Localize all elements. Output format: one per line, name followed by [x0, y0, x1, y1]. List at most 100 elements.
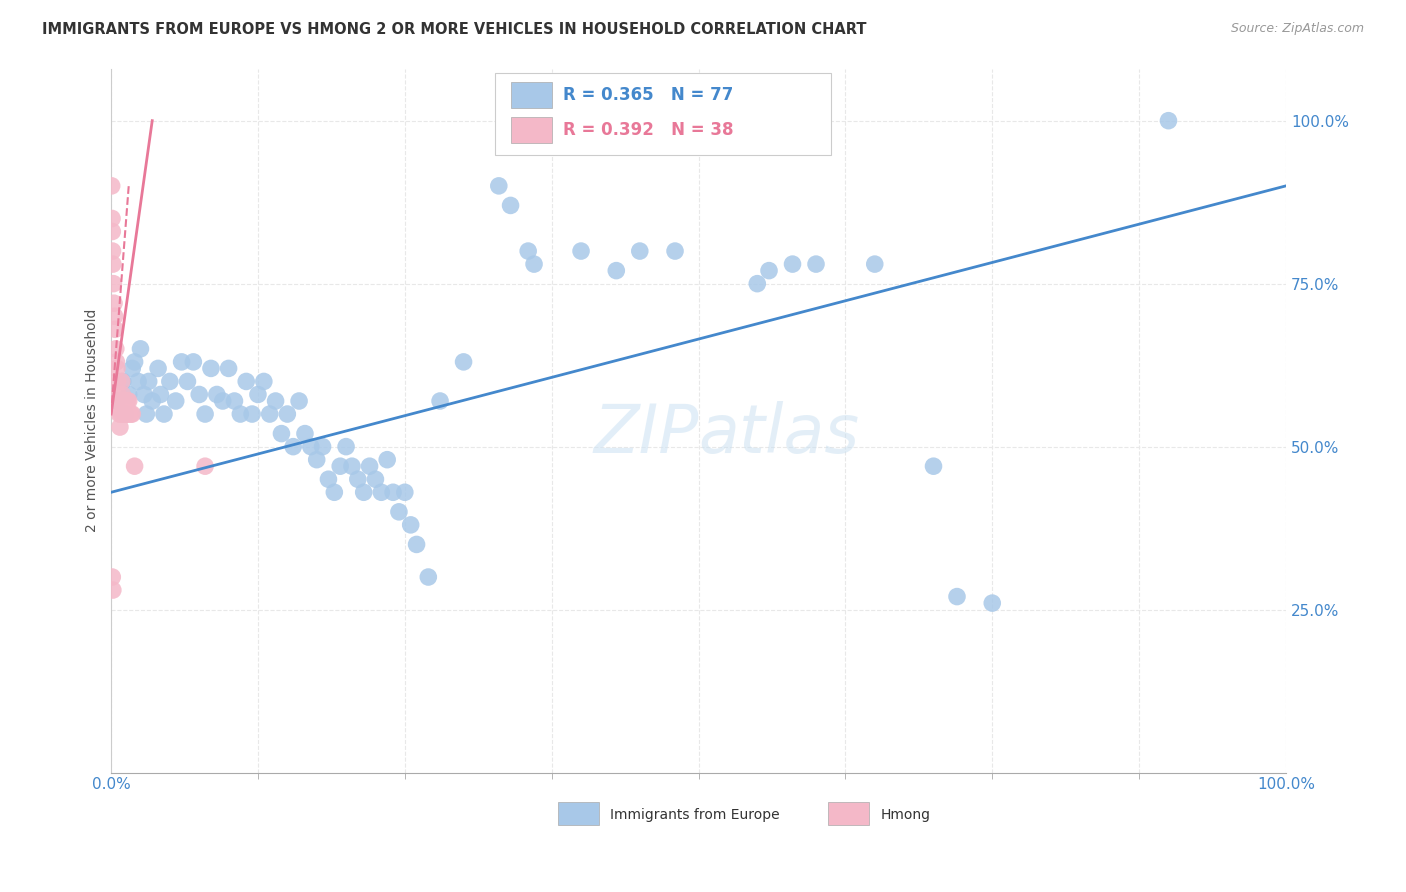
Point: [200, 361, 222, 376]
Point: [335, 440, 357, 454]
Point: [453, 355, 475, 369]
Point: [224, 394, 246, 409]
Point: [104, 310, 127, 324]
Point: [141, 394, 163, 409]
Text: R = 0.365   N = 77: R = 0.365 N = 77: [564, 86, 734, 103]
Point: [159, 375, 181, 389]
Point: [127, 375, 149, 389]
Point: [104, 342, 127, 356]
Point: [211, 394, 233, 409]
Point: [111, 394, 134, 409]
Point: [111, 375, 134, 389]
Point: [100, 178, 122, 193]
Point: [664, 244, 686, 258]
Point: [946, 590, 969, 604]
Point: [305, 452, 328, 467]
Point: [276, 407, 298, 421]
Point: [107, 394, 129, 409]
Point: [270, 426, 292, 441]
Point: [101, 211, 124, 226]
Point: [176, 375, 198, 389]
Point: [388, 505, 411, 519]
Point: [132, 387, 155, 401]
Text: atlas: atlas: [699, 401, 859, 467]
Point: [253, 375, 276, 389]
Point: [101, 257, 124, 271]
FancyBboxPatch shape: [495, 73, 831, 155]
Point: [101, 225, 124, 239]
Point: [118, 394, 141, 409]
Point: [259, 407, 281, 421]
Text: IMMIGRANTS FROM EUROPE VS HMONG 2 OR MORE VEHICLES IN HOUSEHOLD CORRELATION CHAR: IMMIGRANTS FROM EUROPE VS HMONG 2 OR MOR…: [42, 22, 866, 37]
Point: [205, 387, 228, 401]
Point: [863, 257, 886, 271]
Point: [101, 583, 124, 598]
Point: [194, 459, 217, 474]
Point: [114, 407, 136, 421]
Point: [112, 394, 135, 409]
Point: [229, 407, 252, 421]
Point: [135, 407, 157, 421]
Point: [107, 375, 129, 389]
Point: [235, 375, 257, 389]
Text: Hmong: Hmong: [880, 808, 931, 822]
Text: Immigrants from Europe: Immigrants from Europe: [610, 808, 780, 822]
Point: [688, 133, 710, 147]
FancyBboxPatch shape: [510, 118, 551, 144]
FancyBboxPatch shape: [510, 81, 551, 108]
Point: [115, 394, 138, 409]
Point: [399, 517, 422, 532]
Point: [318, 472, 340, 486]
Point: [121, 361, 143, 376]
Point: [804, 257, 827, 271]
Point: [110, 394, 132, 409]
Point: [364, 472, 387, 486]
Point: [782, 257, 804, 271]
Text: ZIP: ZIP: [593, 401, 699, 467]
Point: [359, 459, 381, 474]
Point: [283, 440, 305, 454]
Point: [264, 394, 287, 409]
Point: [165, 394, 187, 409]
Point: [124, 459, 146, 474]
Point: [146, 361, 169, 376]
Point: [246, 387, 269, 401]
Point: [569, 244, 592, 258]
Point: [405, 537, 427, 551]
FancyBboxPatch shape: [828, 802, 869, 825]
Point: [101, 570, 124, 584]
Point: [118, 407, 141, 421]
Point: [218, 361, 240, 376]
Point: [922, 459, 945, 474]
Point: [628, 244, 651, 258]
Point: [188, 387, 211, 401]
Point: [488, 178, 510, 193]
Point: [981, 596, 1004, 610]
Point: [114, 407, 136, 421]
Point: [499, 198, 522, 212]
Point: [394, 485, 416, 500]
Point: [124, 355, 146, 369]
Point: [299, 440, 322, 454]
Point: [353, 485, 375, 500]
Point: [429, 394, 451, 409]
Point: [121, 407, 143, 421]
Point: [183, 355, 205, 369]
Point: [329, 459, 352, 474]
Point: [311, 440, 333, 454]
Text: Source: ZipAtlas.com: Source: ZipAtlas.com: [1230, 22, 1364, 36]
Point: [120, 407, 142, 421]
Point: [323, 485, 346, 500]
Point: [194, 407, 217, 421]
Point: [170, 355, 193, 369]
Point: [288, 394, 311, 409]
Point: [129, 342, 152, 356]
FancyBboxPatch shape: [558, 802, 599, 825]
Point: [340, 459, 363, 474]
Point: [104, 322, 127, 336]
Point: [149, 387, 172, 401]
Y-axis label: 2 or more Vehicles in Household: 2 or more Vehicles in Household: [86, 309, 100, 533]
Point: [346, 472, 368, 486]
Point: [105, 394, 128, 409]
Point: [517, 244, 540, 258]
